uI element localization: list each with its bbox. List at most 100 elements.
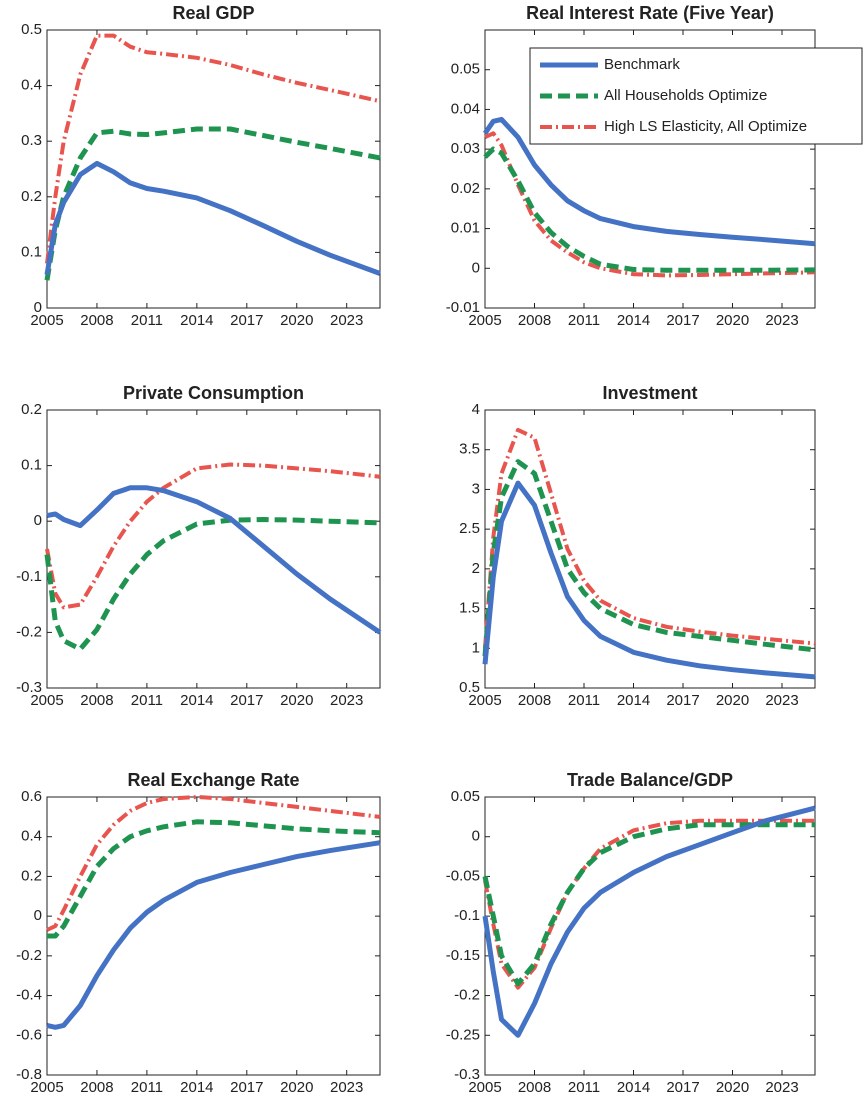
series-line bbox=[46, 840, 381, 1030]
y-tick-label: 0.5 bbox=[459, 679, 480, 696]
x-tick-label: 2014 bbox=[180, 312, 213, 329]
y-tick-label: 0.1 bbox=[21, 457, 42, 474]
y-tick-label: 0.03 bbox=[451, 140, 480, 157]
y-tick-label: -0.1 bbox=[16, 568, 42, 585]
x-tick-label: 2020 bbox=[716, 1079, 749, 1096]
x-tick-label: 2011 bbox=[131, 692, 163, 709]
x-tick-label: 2017 bbox=[230, 692, 263, 709]
x-tick-label: 2023 bbox=[765, 692, 798, 709]
y-tick-label: 1.5 bbox=[459, 600, 480, 617]
x-tick-label: 2020 bbox=[280, 312, 313, 329]
legend-label: High LS Elasticity, All Optimize bbox=[604, 118, 807, 135]
series-line bbox=[46, 795, 381, 932]
series-line bbox=[482, 116, 816, 247]
x-tick-label: 2008 bbox=[518, 1079, 551, 1096]
panel-title: Trade Balance/GDP bbox=[567, 770, 733, 790]
x-tick-label: 2005 bbox=[468, 312, 501, 329]
x-tick-label: 2011 bbox=[568, 1079, 600, 1096]
x-tick-label: 2008 bbox=[80, 692, 113, 709]
x-tick-label: 2020 bbox=[716, 692, 749, 709]
series-line bbox=[44, 160, 381, 276]
y-tick-label: -0.05 bbox=[446, 867, 480, 884]
plot-frame bbox=[46, 29, 381, 309]
y-tick-label: 0 bbox=[34, 907, 42, 924]
legend-label: Benchmark bbox=[604, 56, 680, 73]
x-tick-label: 2005 bbox=[30, 1079, 63, 1096]
legend-label: All Households Optimize bbox=[604, 87, 767, 104]
y-tick-label: -0.3 bbox=[16, 679, 42, 696]
y-tick-label: -0.15 bbox=[446, 947, 480, 964]
x-tick-label: 2008 bbox=[518, 312, 551, 329]
series-line bbox=[46, 485, 382, 635]
panel-title: Real GDP bbox=[172, 3, 254, 23]
x-tick-label: 2005 bbox=[30, 692, 63, 709]
y-tick-label: 3 bbox=[472, 480, 480, 497]
y-tick-label: 0.2 bbox=[21, 867, 42, 884]
x-tick-label: 2017 bbox=[230, 1079, 263, 1096]
series-line bbox=[45, 33, 381, 264]
plot-frame bbox=[46, 796, 381, 1076]
x-tick-label: 2014 bbox=[180, 1079, 213, 1096]
y-tick-label: 0.05 bbox=[451, 61, 480, 78]
y-tick-label: 0.2 bbox=[21, 188, 42, 205]
y-tick-label: 0.02 bbox=[451, 180, 480, 197]
y-tick-label: 4 bbox=[472, 401, 480, 418]
x-tick-label: 2014 bbox=[617, 1079, 650, 1096]
x-tick-label: 2023 bbox=[330, 312, 363, 329]
x-tick-label: 2017 bbox=[230, 312, 263, 329]
x-tick-label: 2014 bbox=[180, 692, 213, 709]
y-tick-label: 2.5 bbox=[459, 520, 480, 537]
y-tick-label: 0.3 bbox=[21, 132, 42, 149]
x-tick-label: 2023 bbox=[765, 1079, 798, 1096]
y-tick-label: 0 bbox=[472, 259, 480, 276]
x-tick-label: 2008 bbox=[80, 1079, 113, 1096]
plot-frame bbox=[46, 409, 381, 689]
series-line bbox=[482, 459, 816, 657]
y-tick-label: 0 bbox=[472, 828, 480, 845]
y-tick-label: -0.1 bbox=[454, 907, 480, 924]
panel-title: Private Consumption bbox=[123, 383, 304, 403]
series-line bbox=[482, 822, 815, 987]
y-tick-label: 0.01 bbox=[451, 220, 480, 237]
y-tick-label: -0.01 bbox=[446, 299, 480, 316]
panel-title: Investment bbox=[602, 383, 697, 403]
series-line bbox=[484, 131, 816, 278]
x-tick-label: 2017 bbox=[666, 312, 699, 329]
y-tick-label: -0.2 bbox=[16, 623, 42, 640]
y-tick-label: 0.4 bbox=[21, 77, 42, 94]
y-tick-label: 0.1 bbox=[21, 243, 42, 260]
x-tick-label: 2014 bbox=[617, 692, 650, 709]
series-line bbox=[44, 126, 381, 281]
plot-frame bbox=[484, 409, 816, 689]
y-tick-label: 0.5 bbox=[21, 21, 42, 38]
series-line bbox=[45, 462, 381, 610]
x-tick-label: 2011 bbox=[568, 312, 600, 329]
x-tick-label: 2020 bbox=[280, 692, 313, 709]
x-tick-label: 2011 bbox=[131, 312, 163, 329]
x-tick-label: 2005 bbox=[468, 692, 501, 709]
panel-title: Real Exchange Rate bbox=[127, 770, 299, 790]
plot-frame bbox=[484, 796, 816, 1076]
x-tick-label: 2023 bbox=[765, 312, 798, 329]
series-line bbox=[483, 818, 815, 990]
x-tick-label: 2020 bbox=[280, 1079, 313, 1096]
y-tick-label: -0.4 bbox=[16, 987, 42, 1004]
x-tick-label: 2005 bbox=[468, 1079, 501, 1096]
y-tick-label: 0.2 bbox=[21, 401, 42, 418]
y-tick-label: 0.05 bbox=[451, 788, 480, 805]
y-tick-label: 0.6 bbox=[21, 788, 42, 805]
y-tick-label: 0 bbox=[34, 512, 42, 529]
x-tick-label: 2008 bbox=[80, 312, 113, 329]
y-tick-label: 2 bbox=[472, 560, 480, 577]
y-tick-label: 1 bbox=[472, 639, 480, 656]
series-line bbox=[44, 517, 381, 652]
series-line bbox=[483, 427, 816, 649]
series-line bbox=[482, 480, 816, 680]
y-tick-label: 3.5 bbox=[459, 441, 480, 458]
x-tick-label: 2011 bbox=[568, 692, 600, 709]
y-tick-label: 0.4 bbox=[21, 828, 42, 845]
x-tick-label: 2017 bbox=[666, 692, 699, 709]
x-tick-label: 2008 bbox=[518, 692, 551, 709]
x-tick-label: 2023 bbox=[330, 1079, 363, 1096]
